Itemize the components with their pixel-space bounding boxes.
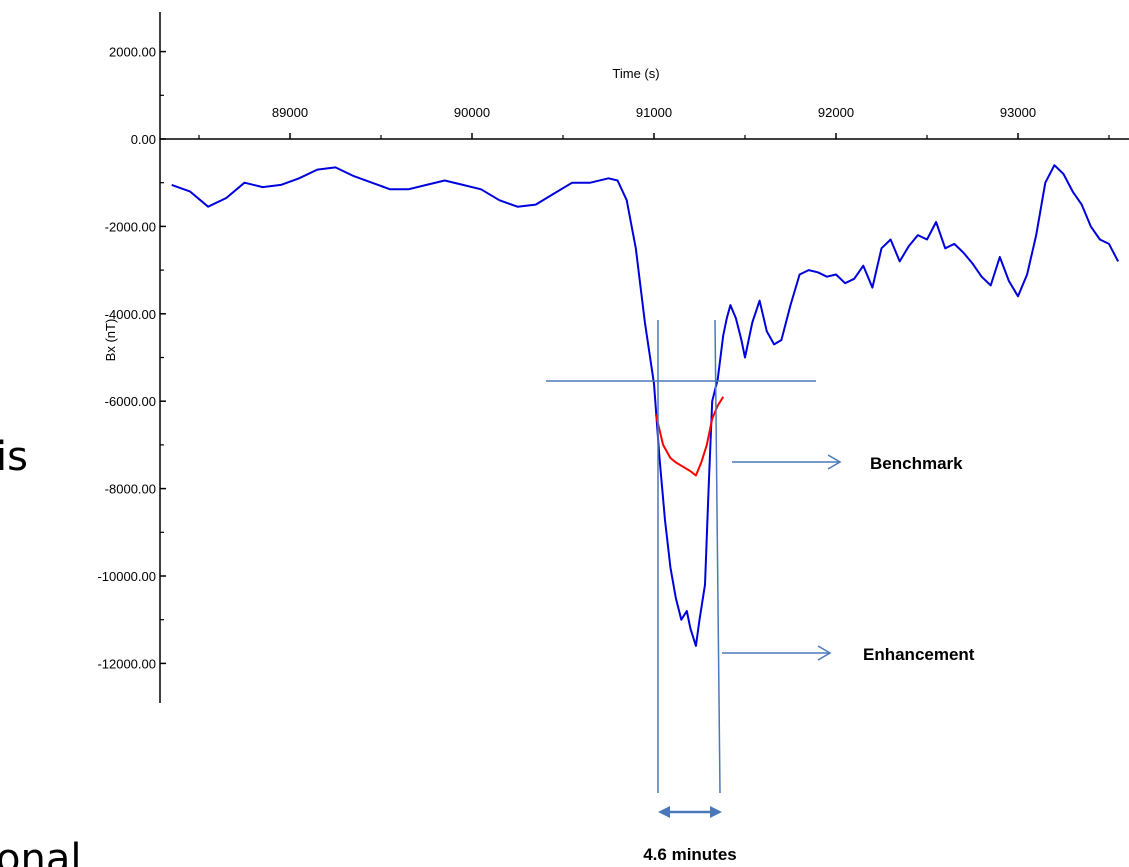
y-tick-label: -8000.00 <box>105 482 156 497</box>
benchmark-arrow <box>732 454 842 470</box>
x-tick-label: 91000 <box>636 105 672 120</box>
enhancement-label: Enhancement <box>863 645 975 664</box>
bx-series-line <box>171 164 1119 647</box>
x-tick-label: 89000 <box>272 105 308 120</box>
benchmark-series-line <box>654 396 725 477</box>
x-axis-title: Time (s) <box>612 66 659 81</box>
background-text-fragment: onal <box>0 836 81 867</box>
background-text-fragment: is <box>0 434 28 480</box>
y-tick-label: -12000.00 <box>97 656 156 671</box>
enhancement-arrow <box>722 645 832 661</box>
x-tick-label: 90000 <box>454 105 490 120</box>
duration-label: 4.6 minutes <box>643 845 737 864</box>
annotation-lines <box>546 319 816 794</box>
series-group <box>171 164 1119 647</box>
y-tick-label: 0.00 <box>131 132 156 147</box>
right-boundary-line <box>714 319 721 794</box>
y-tick-label: 2000.00 <box>109 45 156 60</box>
duration-arrow <box>658 806 722 818</box>
y-tick-label: -2000.00 <box>105 219 156 234</box>
y-tick-label: -4000.00 <box>105 307 156 322</box>
benchmark-label: Benchmark <box>870 454 963 473</box>
x-axis: 89000 90000 91000 92000 93000 <box>160 105 1129 140</box>
y-tick-label: -10000.00 <box>97 569 156 584</box>
y-axis: 2000.00 0.00 -2000.00 -4000.00 -6000.00 -8000… <box>97 12 166 703</box>
x-tick-label: 92000 <box>818 105 854 120</box>
x-tick-label: 93000 <box>1000 105 1036 120</box>
y-axis-title: Bx (nT) <box>103 319 118 362</box>
y-tick-label: -6000.00 <box>105 394 156 409</box>
